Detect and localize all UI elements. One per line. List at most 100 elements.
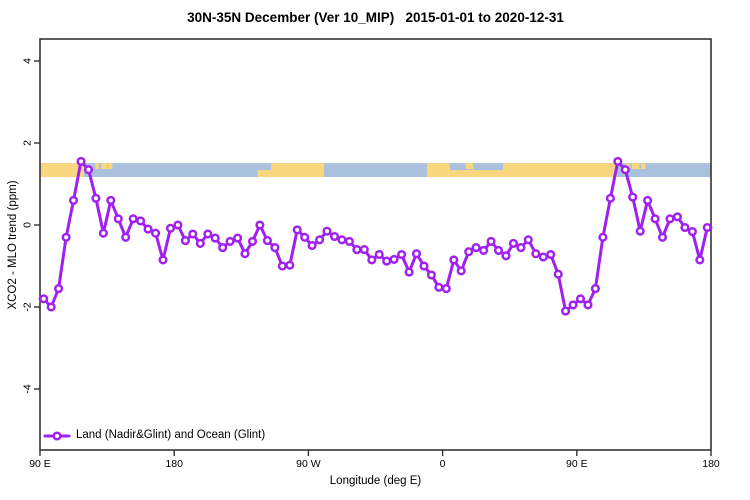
map-strip-land-segment bbox=[640, 163, 646, 170]
data-point bbox=[255, 220, 265, 230]
data-point bbox=[449, 255, 459, 265]
x-tick-label: 180 bbox=[165, 458, 183, 470]
map-strip-land-segment bbox=[107, 163, 113, 170]
data-point bbox=[575, 294, 586, 304]
y-tick-label: 4 bbox=[22, 58, 34, 64]
data-point bbox=[106, 195, 116, 205]
y-tick-label: 2 bbox=[22, 140, 34, 146]
plot-frame bbox=[39, 38, 712, 451]
map-strip-land-segment bbox=[95, 163, 99, 170]
data-point bbox=[397, 249, 407, 260]
data-point bbox=[546, 249, 556, 260]
data-point bbox=[590, 284, 600, 294]
map-strip-land-segment bbox=[257, 170, 272, 178]
data-point bbox=[151, 228, 161, 238]
y-tick-label: -2 bbox=[22, 302, 34, 311]
x-tick-label: 90 E bbox=[29, 458, 51, 470]
data-point bbox=[300, 232, 310, 242]
data-point bbox=[113, 214, 123, 224]
data-point bbox=[426, 270, 436, 280]
data-point bbox=[352, 245, 362, 255]
data-point bbox=[46, 302, 56, 312]
data-point bbox=[83, 165, 94, 175]
data-point bbox=[270, 243, 280, 253]
data-point bbox=[121, 232, 131, 242]
data-point bbox=[441, 284, 451, 294]
data-point bbox=[195, 238, 205, 248]
data-point bbox=[285, 260, 295, 270]
map-strip-land-segment bbox=[450, 170, 503, 178]
y-tick-label: 0 bbox=[22, 222, 34, 228]
data-point bbox=[158, 255, 168, 265]
data-point bbox=[561, 306, 571, 316]
data-point bbox=[233, 233, 243, 243]
map-strip-land-segment bbox=[465, 163, 474, 170]
data-point bbox=[583, 300, 593, 310]
data-point bbox=[523, 235, 533, 245]
data-point bbox=[620, 165, 630, 175]
data-point bbox=[404, 267, 414, 277]
data-point bbox=[98, 228, 108, 238]
data-point bbox=[292, 225, 302, 235]
map-strip-land-segment bbox=[426, 163, 451, 178]
y-axis-title: XCO2 - MLO trend (ppm) bbox=[7, 180, 19, 310]
data-point bbox=[367, 255, 377, 265]
y-tick-label: -4 bbox=[22, 384, 34, 393]
data-point bbox=[165, 223, 176, 233]
data-point bbox=[203, 229, 213, 239]
data-point bbox=[657, 232, 668, 242]
x-tick-label: 0 bbox=[440, 458, 446, 470]
data-point bbox=[76, 156, 86, 166]
data-point bbox=[136, 216, 146, 226]
data-point bbox=[419, 261, 429, 271]
map-strip-land-segment bbox=[271, 163, 325, 178]
data-point bbox=[247, 236, 258, 246]
data-point bbox=[240, 249, 250, 259]
data-point bbox=[337, 235, 347, 245]
data-point bbox=[650, 214, 660, 224]
data-line bbox=[38, 159, 713, 313]
data-point bbox=[486, 236, 496, 246]
data-point bbox=[479, 245, 489, 255]
chart-title: 30N-35N December (Ver 10_MIP) 2015-01-01… bbox=[187, 10, 564, 25]
map-strip-land-segment bbox=[502, 163, 618, 178]
data-point bbox=[628, 192, 638, 202]
data-point bbox=[374, 249, 384, 260]
data-point bbox=[434, 282, 444, 292]
map-strip-land-segment bbox=[101, 163, 108, 170]
data-point bbox=[91, 193, 101, 203]
data-point bbox=[471, 243, 481, 253]
x-tick-label: 90 W bbox=[296, 458, 321, 470]
data-point bbox=[315, 235, 325, 245]
legend-marker-icon bbox=[52, 431, 62, 441]
x-axis-title: Longitude (deg E) bbox=[329, 475, 422, 487]
legend-label: Land (Nadir&Glint) and Ocean (Glint) bbox=[76, 429, 266, 441]
data-point bbox=[613, 156, 623, 166]
data-point bbox=[382, 256, 392, 266]
data-point bbox=[516, 243, 526, 253]
data-point bbox=[568, 300, 578, 310]
data-point bbox=[411, 249, 422, 259]
data-point bbox=[54, 284, 64, 294]
data-point bbox=[605, 193, 615, 203]
data-point bbox=[128, 214, 138, 224]
data-point bbox=[680, 222, 690, 233]
data-point bbox=[359, 245, 369, 255]
data-point bbox=[329, 231, 340, 242]
data-point bbox=[553, 269, 563, 279]
data-point bbox=[508, 238, 518, 248]
data-point bbox=[39, 294, 49, 304]
data-point bbox=[218, 243, 228, 253]
data-point bbox=[322, 226, 332, 236]
data-point bbox=[643, 195, 653, 205]
data-point bbox=[501, 251, 511, 261]
data-point bbox=[143, 224, 153, 234]
data-point bbox=[531, 249, 541, 259]
map-strip-land-segment bbox=[631, 163, 640, 170]
data-point bbox=[687, 227, 697, 237]
data-point bbox=[493, 245, 504, 255]
data-point bbox=[672, 212, 682, 222]
data-point bbox=[665, 214, 675, 224]
